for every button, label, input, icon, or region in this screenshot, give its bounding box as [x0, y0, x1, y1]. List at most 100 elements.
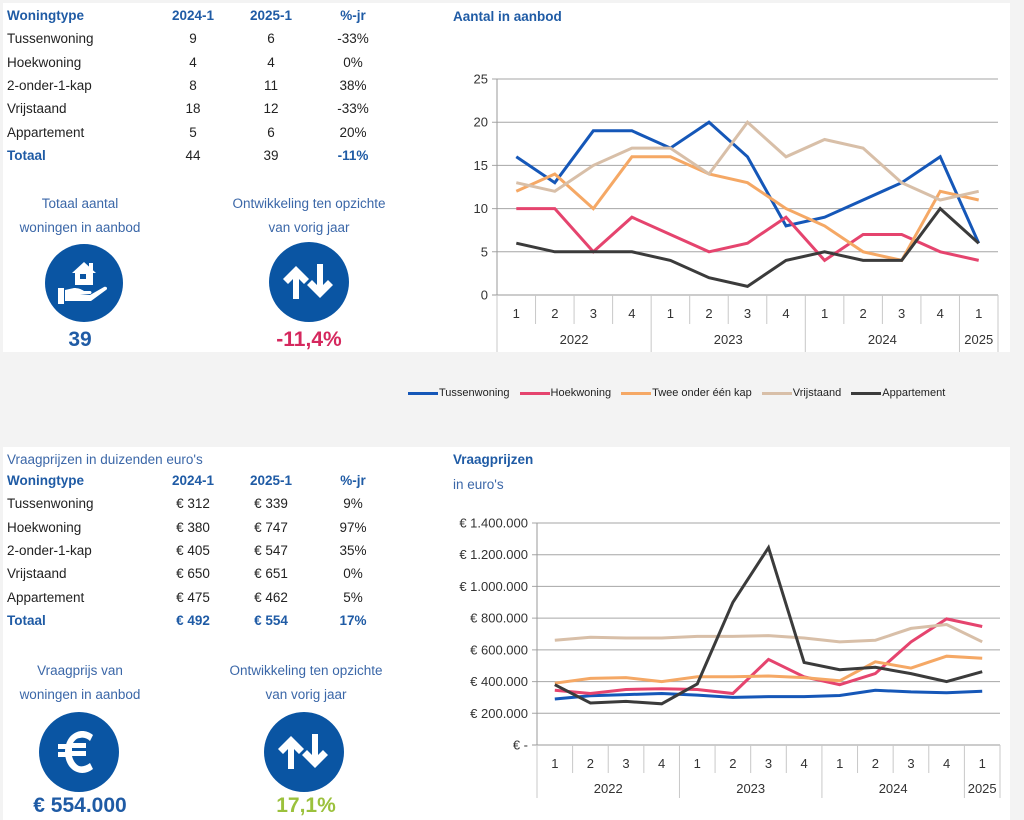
- prices-panel: [3, 447, 1010, 820]
- y-tick-label: 20: [474, 115, 488, 130]
- supply-panel: [3, 3, 1010, 352]
- y-tick-label: € -: [513, 738, 528, 753]
- total-value-2024: 44: [185, 147, 201, 163]
- column-header: %-jr: [340, 8, 366, 23]
- kpi-price-change-label-line2: van vorig jaar: [265, 687, 347, 702]
- euro-icon: [39, 712, 119, 792]
- supply-table: Woningtype 2024-1 2025-1 %-jr Tussenwoning 9 6…: [3, 8, 403, 168]
- series-line: [554, 688, 983, 701]
- series-line: [554, 617, 983, 696]
- legend-item: Hoekwoning: [519, 387, 612, 400]
- house-in-hand-icon: [45, 244, 123, 322]
- legend-swatch: [408, 391, 438, 395]
- column-header: Woningtype: [7, 8, 84, 23]
- kpi-price-value: € 554.000: [33, 794, 127, 817]
- row-type: Tussenwoning: [7, 496, 94, 512]
- total-pct-change: -11%: [337, 147, 369, 163]
- kpi-total-value: 39: [68, 328, 92, 351]
- kpi-change-label-line2: van vorig jaar: [268, 220, 350, 235]
- column-header: 2024-1: [171, 473, 215, 488]
- x-group-label: 2022: [560, 332, 589, 347]
- row-value-2024: € 380: [176, 519, 210, 535]
- row-type: Appartement: [7, 124, 85, 140]
- y-tick-label: 25: [474, 72, 488, 87]
- column-header: 2025-1: [249, 8, 293, 23]
- total-value-2024: € 492: [176, 612, 210, 628]
- row-type: Hoekwoning: [7, 54, 82, 70]
- series-line: [515, 119, 980, 202]
- row-type: Hoekwoning: [7, 519, 82, 535]
- kpi-price-label: Vraagprijs van woningen in aanbod: [0, 659, 180, 707]
- row-value-2024: 18: [185, 101, 201, 117]
- legend-item: Vrijstaand: [761, 387, 841, 399]
- x-tick-label: 2: [872, 756, 879, 771]
- row-pct-change: 5%: [343, 589, 363, 605]
- x-tick-label: 2: [587, 756, 594, 771]
- kpi-price-change-label: Ontwikkeling ten opzichte van vorig jaar: [206, 659, 406, 707]
- series-line: [554, 544, 983, 706]
- series-line: [515, 206, 980, 289]
- x-tick-label: 2: [551, 306, 558, 321]
- row-type: Tussenwoning: [7, 31, 94, 47]
- legend-label: Hoekwoning: [550, 387, 612, 400]
- series-line: [554, 622, 983, 644]
- row-type: Vrijstaand: [7, 101, 67, 117]
- row-value-2025: 6: [267, 31, 275, 47]
- x-tick-label: 3: [765, 756, 772, 771]
- x-tick-label: 1: [551, 756, 558, 771]
- legend-swatch: [621, 391, 652, 395]
- x-tick-label: 4: [658, 756, 665, 771]
- column-header: 2024-1: [171, 8, 215, 23]
- row-pct-change: 38%: [339, 77, 367, 93]
- kpi-change-label: Ontwikkeling ten opzichte van vorig jaar: [209, 192, 409, 240]
- row-type: 2-onder-1-kap: [7, 77, 92, 93]
- y-tick-label: 0: [481, 288, 488, 303]
- row-pct-change: 20%: [339, 124, 367, 140]
- kpi-price-change-label-line1: Ontwikkeling ten opzichte: [229, 663, 383, 678]
- y-tick-label: 10: [474, 201, 488, 216]
- row-pct-change: 97%: [339, 519, 367, 535]
- row-value-2024: 5: [189, 124, 197, 140]
- y-tick-label: € 1.200.000: [459, 547, 528, 562]
- chart-prices: € - € 200.000 € 400.000 € 600.000 € 800.000 €…: [459, 516, 1001, 798]
- x-tick-label: 3: [898, 306, 905, 321]
- x-group-label: 2023: [736, 781, 765, 796]
- y-tick-label: € 400.000: [470, 674, 528, 689]
- x-tick-label: 4: [800, 756, 807, 771]
- row-value-2025: € 339: [254, 496, 288, 512]
- row-pct-change: 0%: [343, 54, 363, 70]
- kpi-price-label-line1: Vraagprijs van: [37, 663, 123, 678]
- x-group-label: 2024: [879, 781, 908, 796]
- x-tick-label: 4: [628, 306, 635, 321]
- x-tick-label: 3: [907, 756, 914, 771]
- column-header: %-jr: [340, 473, 366, 488]
- row-pct-change: 9%: [343, 496, 363, 512]
- x-tick-label: 3: [590, 306, 597, 321]
- total-value-2025: 39: [263, 147, 279, 163]
- total-value-2025: € 554: [254, 612, 288, 628]
- legend-label: Twee onder één kap: [652, 387, 752, 400]
- x-tick-label: 1: [975, 306, 982, 321]
- row-value-2025: € 462: [254, 589, 288, 605]
- row-pct-change: -33%: [337, 101, 369, 117]
- kpi-price-label-line2: woningen in aanbod: [19, 687, 141, 702]
- y-tick-label: € 1.000.000: [459, 579, 528, 594]
- x-group-label: 2022: [594, 781, 623, 796]
- y-tick-label: 5: [481, 244, 488, 259]
- x-tick-label: 4: [937, 306, 944, 321]
- x-tick-label: 3: [744, 306, 751, 321]
- x-tick-label: 1: [836, 756, 843, 771]
- x-tick-label: 4: [943, 756, 950, 771]
- row-value-2024: € 405: [176, 542, 210, 558]
- kpi-total-label-line1: Totaal aantal: [41, 196, 119, 211]
- x-tick-label: 2: [705, 306, 712, 321]
- legend-swatch: [761, 391, 792, 395]
- column-header: Woningtype: [7, 473, 84, 488]
- x-tick-label: 1: [667, 306, 674, 321]
- x-tick-label: 1: [513, 306, 520, 321]
- row-type: 2-onder-1-kap: [7, 542, 92, 558]
- legend-item: Tussenwoning: [408, 387, 510, 399]
- legend-label: Tussenwoning: [439, 387, 510, 400]
- y-tick-label: 15: [474, 158, 488, 173]
- up-down-arrows-icon: [269, 242, 349, 322]
